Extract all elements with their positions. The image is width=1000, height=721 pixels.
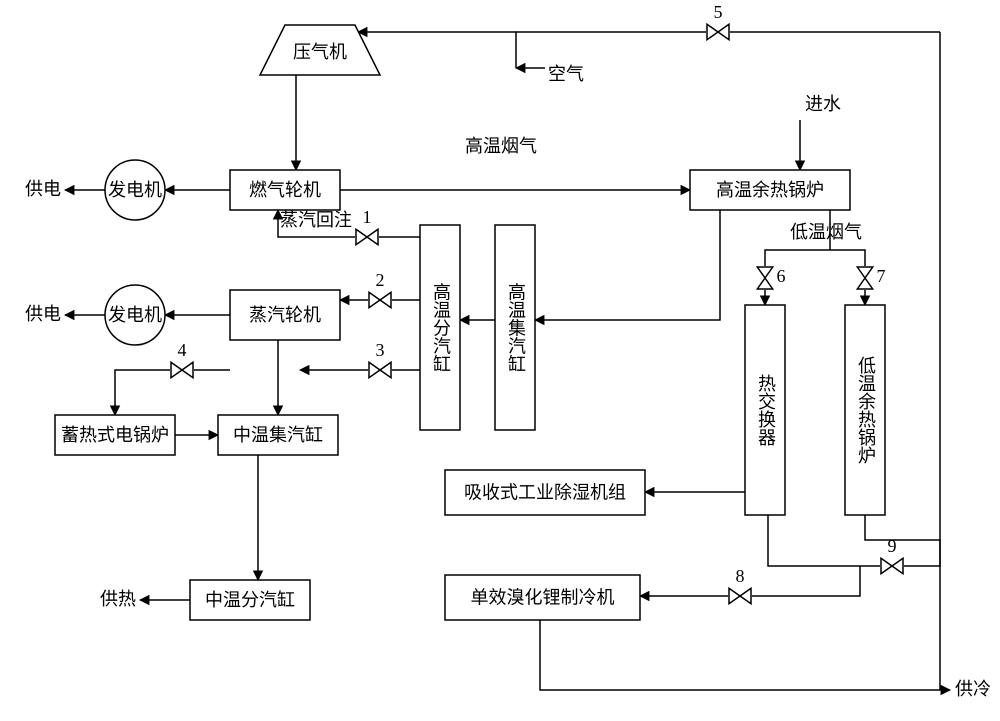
edge — [358, 32, 516, 68]
valve-v1-icon — [356, 229, 378, 244]
node-label-hi_hrsg: 高温余热锅炉 — [716, 180, 824, 200]
valve-v2-num: 2 — [376, 270, 385, 290]
node-label-steam_turbine: 蒸汽轮机 — [249, 305, 321, 325]
label-steam_reinj: 蒸汽回注 — [280, 210, 352, 230]
valve-v9-icon — [881, 558, 903, 573]
valve-v6-num: 6 — [777, 266, 786, 286]
node-label-mid_collect_cyl: 中温集汽缸 — [233, 424, 323, 445]
valve-v8-icon — [729, 588, 751, 603]
valve-v2-icon — [369, 292, 391, 307]
label-supply_elec1: 供电 — [25, 179, 61, 199]
edge — [830, 250, 865, 266]
edge — [540, 620, 950, 690]
label-hi_flue: 高温烟气 — [465, 136, 537, 156]
valve-v3-icon — [369, 362, 391, 377]
edge — [752, 566, 860, 596]
edge — [115, 370, 170, 415]
valve-v1-num: 1 — [363, 207, 372, 227]
valve-v7-num: 7 — [877, 266, 886, 286]
label-supply_elec2: 供电 — [25, 304, 61, 324]
node-label-heat_exchanger: 热交换器 — [756, 374, 776, 446]
edge — [768, 515, 880, 566]
valve-v4-num: 4 — [178, 340, 187, 360]
edge — [535, 210, 720, 320]
node-label-lo_hrsg: 低温余热锅炉 — [856, 356, 876, 464]
node-label-mid_dist_cyl: 中温分汽缸 — [205, 589, 295, 610]
label-lo_flue: 低温烟气 — [790, 222, 862, 242]
valve-v4-icon — [171, 362, 193, 377]
edge — [765, 250, 830, 266]
node-label-storage_boiler: 蓄热式电锅炉 — [61, 425, 169, 445]
label-supply_heat: 供热 — [100, 589, 136, 609]
node-label-hi_collect_cyl: 高温集汽缸 — [506, 282, 526, 372]
node-label-generator1: 发电机 — [108, 180, 162, 200]
label-inlet_water: 进水 — [805, 94, 841, 114]
node-label-compressor: 压气机 — [293, 42, 347, 62]
valve-v5-num: 5 — [714, 2, 723, 22]
valve-v8-num: 8 — [736, 566, 745, 586]
valve-v6-icon — [757, 267, 772, 289]
node-label-gas_turbine: 燃气轮机 — [249, 180, 321, 200]
node-label-hi_dist_cyl: 高温分汽缸 — [431, 282, 451, 372]
valve-v9-num: 9 — [888, 536, 897, 556]
node-label-libr_chiller: 单效溴化锂制冷机 — [471, 588, 615, 608]
node-label-dehumidifier: 吸收式工业除湿机组 — [464, 483, 626, 503]
label-supply_cold: 供冷 — [955, 679, 991, 699]
valve-v5-icon — [707, 24, 729, 39]
label-air: 空气 — [548, 64, 584, 84]
valve-v7-icon — [857, 267, 872, 289]
node-label-generator2: 发电机 — [108, 305, 162, 325]
valve-v3-num: 3 — [376, 340, 385, 360]
